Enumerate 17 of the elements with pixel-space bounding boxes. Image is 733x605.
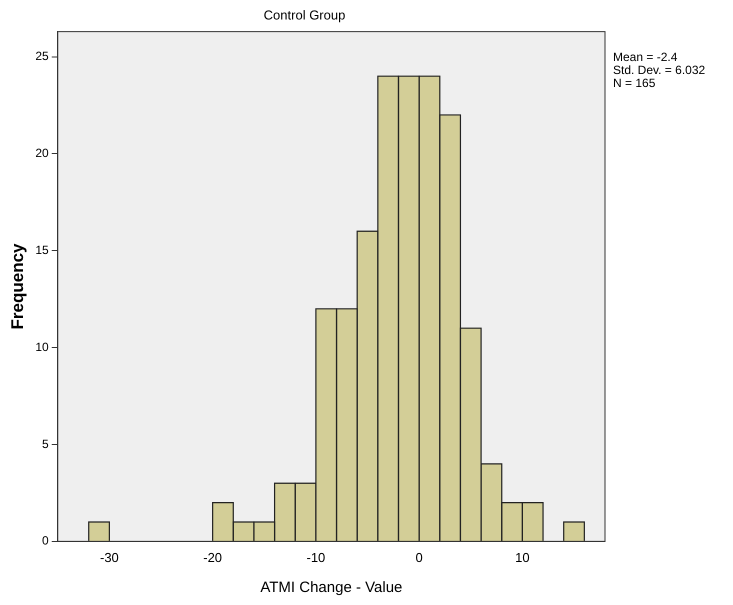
y-tick-label: 20 xyxy=(35,146,50,160)
text: Std. Dev. = 6.032 xyxy=(613,62,706,77)
y-axis-title: Frequency xyxy=(8,242,27,330)
x-axis-title: ATMI Change - Value xyxy=(260,579,402,596)
text: Mean = -2.4 xyxy=(613,50,678,64)
x-tick-label: -30 xyxy=(100,550,119,565)
y-tick-label: 5 xyxy=(42,436,50,451)
chart-title: Control Group xyxy=(264,7,346,22)
y-tick-label: 15 xyxy=(35,242,50,257)
y-tick-label: 25 xyxy=(35,49,50,64)
x-tick-label: -10 xyxy=(306,550,326,565)
y-tick-label: 0 xyxy=(42,534,50,548)
x-tick-label: 0 xyxy=(416,550,423,565)
y-tick-label: 10 xyxy=(35,340,50,354)
text: N = 165 xyxy=(613,76,656,90)
x-tick-label: -20 xyxy=(203,550,222,565)
x-tick-label: 10 xyxy=(515,550,530,565)
